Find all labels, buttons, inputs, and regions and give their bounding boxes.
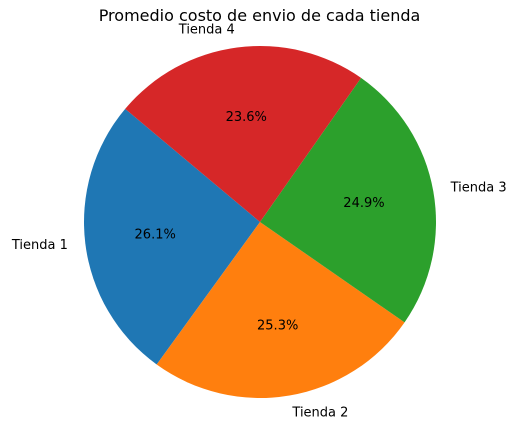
pie-slice-1 — [83, 108, 260, 365]
slice-label-3: Tienda 3 — [450, 181, 507, 196]
slice-label-2: Tienda 2 — [291, 405, 348, 420]
pie-slice-3 — [260, 77, 437, 323]
slice-percent-2: 25.3% — [257, 319, 298, 334]
slice-percent-1: 26.1% — [135, 227, 176, 242]
slice-label-4: Tienda 4 — [178, 23, 235, 38]
chart-title: Promedio costo de envio de cada tienda — [98, 6, 421, 25]
slice-percent-3: 24.9% — [343, 196, 384, 211]
slice-percent-4: 23.6% — [226, 110, 267, 125]
pie-slice-2 — [156, 222, 405, 398]
slice-label-1: Tienda 1 — [11, 238, 68, 253]
pie-slice-4 — [125, 45, 362, 222]
